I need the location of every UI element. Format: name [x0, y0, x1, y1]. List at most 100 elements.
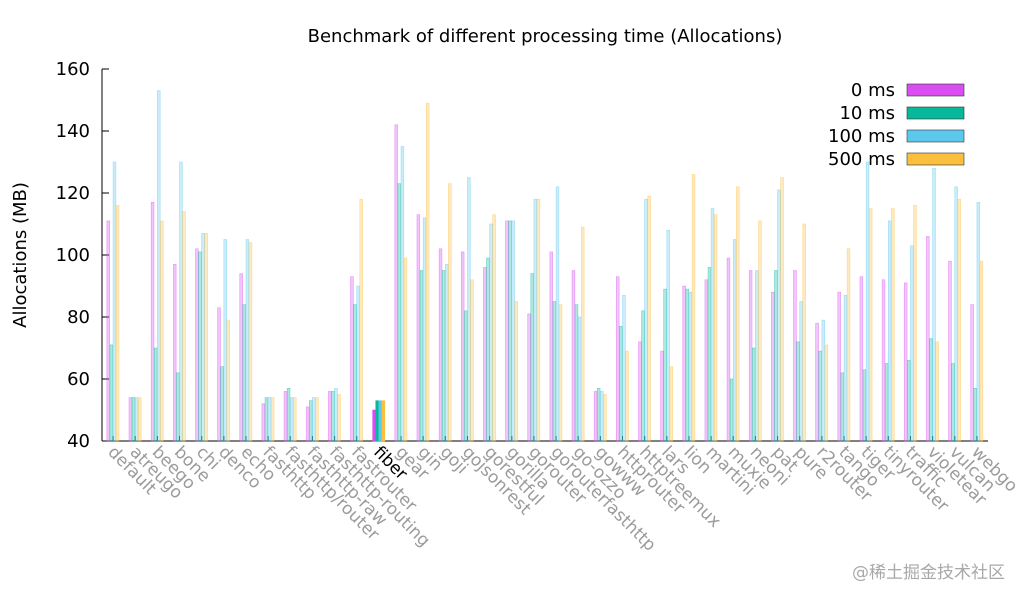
bar: [157, 90, 161, 442]
bar: [248, 242, 253, 442]
legend-swatch: [906, 83, 965, 97]
bar: [666, 229, 670, 442]
bar: [508, 220, 512, 442]
bar: [381, 400, 386, 442]
bar: [179, 161, 183, 442]
bar: [312, 397, 316, 442]
bar: [780, 177, 784, 442]
bar: [625, 350, 629, 442]
bar: [862, 369, 867, 442]
bar: [574, 304, 579, 442]
bar: [283, 391, 288, 442]
bar: [128, 397, 133, 442]
bar: [884, 363, 889, 442]
bar: [948, 260, 952, 442]
bar: [220, 366, 224, 442]
bar: [837, 291, 841, 442]
bar: [976, 202, 981, 442]
bar: [536, 198, 541, 442]
bar: [581, 226, 585, 442]
bar: [514, 301, 518, 442]
bar: [929, 338, 933, 442]
bar: [239, 273, 243, 442]
bar: [704, 279, 709, 442]
y-tick-label: 60: [67, 369, 90, 390]
bar: [815, 322, 819, 442]
bar: [951, 363, 955, 442]
bar: [710, 208, 715, 442]
bar: [356, 285, 360, 442]
bars: [106, 90, 984, 442]
bar: [106, 220, 110, 442]
bar: [533, 198, 538, 442]
legend-swatch: [906, 106, 965, 120]
bar: [802, 223, 806, 442]
bar: [331, 391, 335, 442]
bar: [821, 319, 825, 442]
bar: [467, 177, 471, 442]
bar: [315, 397, 319, 442]
bar: [350, 276, 354, 442]
bar: [932, 167, 936, 442]
bar: [926, 236, 930, 442]
bar: [176, 372, 180, 442]
bar: [489, 223, 493, 442]
x-axis: [102, 436, 988, 442]
bar: [571, 270, 576, 442]
chart-title: Benchmark of different processing time (…: [308, 26, 783, 47]
bar: [226, 319, 231, 442]
bar: [378, 400, 382, 442]
bar: [840, 372, 845, 442]
bar: [286, 387, 291, 442]
bar: [483, 267, 487, 442]
bar: [881, 279, 886, 442]
bar: [888, 220, 892, 442]
bar: [552, 301, 557, 442]
x-tick-labels: defaultatreugobeegobonechidencoechofasth…: [104, 442, 1022, 555]
legend-swatch: [906, 129, 965, 143]
bar: [691, 174, 696, 442]
bar: [267, 397, 272, 442]
bar: [600, 391, 604, 442]
bar: [223, 239, 227, 442]
bar: [868, 208, 873, 442]
bar: [372, 409, 376, 442]
bar: [359, 198, 363, 442]
bar: [264, 397, 269, 442]
y-tick-label: 100: [56, 245, 90, 266]
bar: [416, 214, 421, 442]
bar: [641, 310, 645, 442]
y-tick-label: 120: [56, 183, 90, 204]
bar: [293, 397, 297, 442]
bar: [957, 198, 961, 442]
bar: [846, 248, 851, 442]
bar: [289, 397, 294, 442]
bar: [309, 400, 313, 442]
bar: [935, 341, 939, 442]
bar: [729, 378, 734, 442]
bar: [663, 288, 667, 442]
bar: [217, 307, 221, 442]
bar: [843, 294, 848, 442]
bar: [726, 257, 731, 442]
bar: [799, 301, 803, 442]
bar: [422, 217, 427, 442]
bar: [748, 270, 753, 442]
bar: [445, 263, 449, 442]
watermark: @稀土掘金技术社区: [852, 563, 1005, 583]
bar: [242, 304, 246, 442]
bar: [153, 347, 158, 442]
bar: [486, 257, 490, 442]
bar: [201, 233, 205, 442]
bar: [910, 245, 914, 442]
bar: [204, 233, 208, 442]
bar: [182, 211, 186, 442]
legend-label: 500 ms: [828, 149, 895, 170]
bar: [622, 294, 626, 442]
bar: [400, 146, 405, 442]
bar: [859, 276, 864, 442]
bar: [261, 403, 266, 442]
bar: [150, 202, 155, 442]
bar: [419, 270, 424, 442]
